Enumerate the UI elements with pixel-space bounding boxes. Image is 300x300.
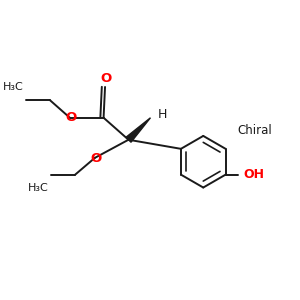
Text: OH: OH: [244, 168, 265, 181]
Text: H₃C: H₃C: [28, 183, 49, 193]
Text: O: O: [100, 72, 111, 85]
Polygon shape: [126, 118, 151, 142]
Text: O: O: [91, 152, 102, 165]
Text: Chiral: Chiral: [237, 124, 272, 137]
Text: H₃C: H₃C: [3, 82, 23, 92]
Text: O: O: [66, 111, 77, 124]
Text: H: H: [158, 108, 167, 121]
